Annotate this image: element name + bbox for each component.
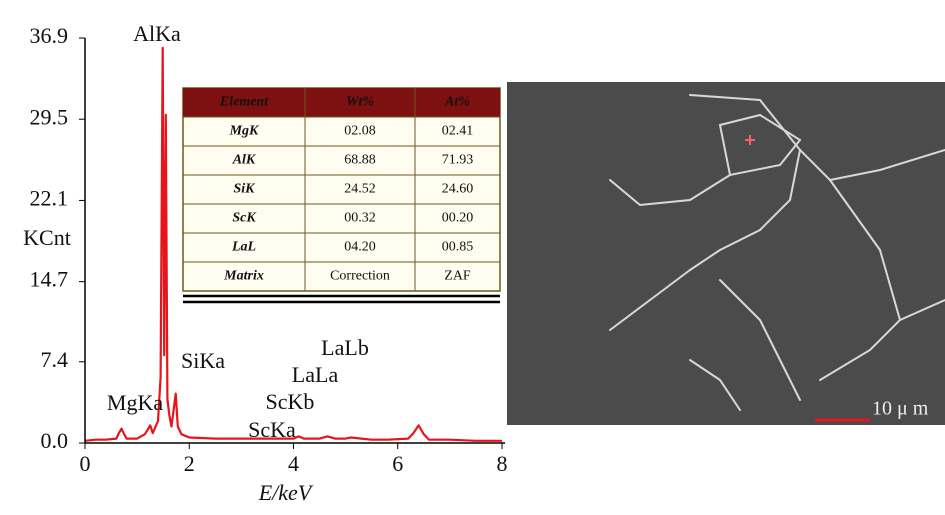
table-cell: 68.88 [344, 153, 376, 168]
table-cell: 00.85 [442, 240, 474, 255]
sem-background [507, 82, 945, 425]
boundary [609, 269, 691, 331]
y-tick-label: 7.4 [41, 347, 69, 372]
table-cell: LaL [231, 240, 256, 255]
boundary [689, 94, 945, 182]
table-cell: ScK [232, 211, 257, 226]
table-cell: 71.93 [442, 153, 474, 168]
table-cell: ZAF [444, 269, 471, 284]
x-tick-label: 0 [80, 451, 91, 476]
y-tick-label: 22.1 [30, 185, 69, 210]
peak-label: LaLb [321, 335, 369, 360]
header-cell: At% [444, 95, 470, 110]
table-cell: 04.20 [344, 240, 376, 255]
y-tick-label: 36.9 [30, 23, 69, 48]
x-tick-label: 6 [392, 451, 403, 476]
peak-label: SiKa [181, 348, 225, 373]
grain-boundaries [609, 94, 945, 411]
table-cell: 02.08 [344, 124, 376, 139]
y-axis-label: KCnt [23, 225, 71, 250]
boundary [899, 299, 945, 321]
y-tick-label: 14.7 [30, 267, 69, 292]
table-cell: 00.32 [344, 211, 376, 226]
boundary [719, 279, 801, 401]
table-cell: 02.41 [442, 124, 474, 139]
boundary [718, 113, 802, 177]
composition-table: Element Wt% At% MgK 02.08 02.41 AlK 68.88 71.93 S… [182, 87, 501, 304]
peak-label: ScKb [266, 389, 315, 414]
header-background [183, 88, 500, 117]
table-cell: MgK [229, 124, 260, 139]
peak-label: AlKa [133, 21, 181, 46]
table-cell: 24.52 [344, 182, 376, 197]
peak-label: LaLa [292, 362, 339, 387]
y-tick-label: 0.0 [41, 428, 69, 453]
x-tick-label: 4 [288, 451, 299, 476]
peak-label: MgKa [107, 390, 163, 415]
spot-marker [745, 135, 755, 145]
boundary [609, 174, 731, 207]
x-tick-label: 2 [184, 451, 195, 476]
peak-label: ScKa [248, 417, 296, 442]
plot: 0.0 7.4 14.7 22.1 29.5 36.9 0 2 4 6 8 E/keV KCnt AlKa… [23, 21, 507, 505]
boundary [689, 359, 741, 411]
x-tick-label: 8 [497, 451, 508, 476]
boundary [689, 149, 801, 271]
spectrum [84, 46, 502, 442]
header-cell: Element [219, 95, 269, 110]
header-cell: Wt% [346, 95, 374, 110]
table-cell: Correction [330, 269, 390, 284]
table-cell: SiK [233, 182, 256, 197]
table-cell: 24.60 [442, 182, 474, 197]
table-cell: Matrix [223, 269, 264, 284]
sem-image: 10 μ m [507, 82, 945, 425]
table-background [182, 87, 501, 292]
table-cell: AlK [232, 153, 257, 168]
table-cell: 00.20 [442, 211, 474, 226]
scale-bar-label: 10 μ m [872, 398, 929, 420]
y-tick-label: 29.5 [30, 104, 69, 129]
x-axis-label: E/keV [258, 480, 314, 505]
